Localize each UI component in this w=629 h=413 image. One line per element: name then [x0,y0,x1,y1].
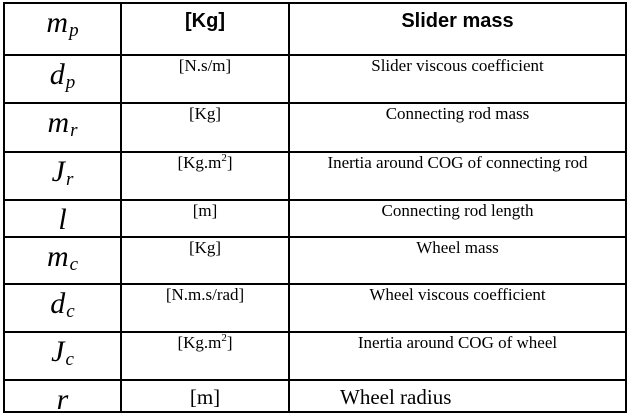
symbol-cell: dp [3,54,122,104]
unit-cell: [N.m.s/rad] [120,283,290,333]
symbol-cell: l [3,199,122,238]
symbol-cell: r [3,379,122,413]
description-cell: Wheel radius [288,379,627,413]
unit-cell: [m] [120,379,290,413]
description-cell: Connecting rod mass [288,102,627,153]
description-cell: Slider viscous coefficient [288,54,627,104]
unit-cell: [N.s/m] [120,54,290,104]
table-row: mp [Kg] Slider mass [3,2,627,56]
table-row: dc [N.m.s/rad] Wheel viscous coefficient [3,283,627,333]
symbol-cell: Jc [3,331,122,381]
description-cell: Inertia around COG of wheel [288,331,627,381]
symbol-cell: Jr [3,151,122,201]
unit-cell: [Kg.m2] [120,331,290,381]
table-row: Jc [Kg.m2] Inertia around COG of wheel [3,331,627,381]
symbol-cell: mc [3,236,122,285]
table-row: mc [Kg] Wheel mass [3,236,627,285]
unit-cell: [Kg] [120,236,290,285]
symbol-cell: mr [3,102,122,153]
unit-cell: [Kg] [120,102,290,153]
table-row: dp [N.s/m] Slider viscous coefficient [3,54,627,104]
parameter-table: mp [Kg] Slider mass dp [N.s/m] Slider vi… [3,2,627,413]
unit-cell: [m] [120,199,290,238]
table-row: l [m] Connecting rod length [3,199,627,238]
symbol-cell: mp [3,2,122,56]
unit-cell: [Kg.m2] [120,151,290,201]
table-row: r [m] Wheel radius [3,379,627,413]
table-row: mr [Kg] Connecting rod mass [3,102,627,153]
description-cell: Connecting rod length [288,199,627,238]
description-cell: Slider mass [288,2,627,56]
symbol-cell: dc [3,283,122,333]
description-cell: Wheel mass [288,236,627,285]
unit-cell: [Kg] [120,2,290,56]
table-row: Jr [Kg.m2] Inertia around COG of connect… [3,151,627,201]
description-cell: Inertia around COG of connecting rod [288,151,627,201]
description-cell: Wheel viscous coefficient [288,283,627,333]
